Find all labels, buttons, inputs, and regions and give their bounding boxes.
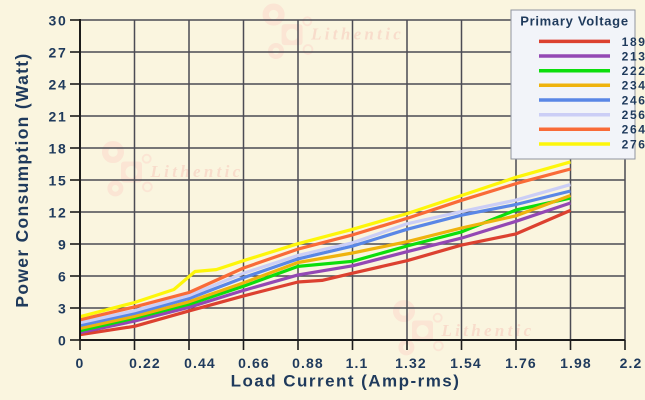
- svg-text:6: 6: [58, 269, 68, 285]
- svg-text:27: 27: [49, 45, 68, 61]
- svg-text:21: 21: [49, 109, 68, 125]
- svg-text:264: 264: [622, 123, 645, 137]
- svg-text:15: 15: [49, 173, 68, 189]
- svg-text:3: 3: [58, 301, 68, 317]
- svg-text:213: 213: [622, 49, 645, 63]
- svg-text:1.98: 1.98: [560, 355, 592, 371]
- svg-text:0.44: 0.44: [184, 355, 216, 371]
- svg-text:12: 12: [49, 205, 68, 221]
- svg-text:246: 246: [622, 93, 645, 107]
- svg-text:2.2: 2.2: [620, 355, 643, 371]
- svg-text:0.66: 0.66: [238, 355, 270, 371]
- svg-text:1.54: 1.54: [450, 355, 482, 371]
- svg-text:Load Current (Amp-rms): Load Current (Amp-rms): [231, 372, 461, 391]
- svg-text:1.76: 1.76: [505, 355, 537, 371]
- svg-text:0.88: 0.88: [292, 355, 324, 371]
- svg-text:9: 9: [58, 237, 68, 253]
- svg-text:Primary Voltage: Primary Voltage: [520, 13, 629, 28]
- svg-text:24: 24: [49, 77, 68, 93]
- svg-text:222: 222: [622, 64, 645, 78]
- svg-text:0: 0: [76, 355, 85, 371]
- svg-text:30: 30: [49, 13, 68, 29]
- svg-text:234: 234: [622, 79, 645, 93]
- svg-text:256: 256: [622, 108, 645, 122]
- svg-text:1.1: 1.1: [346, 355, 369, 371]
- svg-text:0: 0: [58, 333, 68, 349]
- svg-text:Power Consumption (Watt): Power Consumption (Watt): [12, 52, 32, 307]
- svg-text:18: 18: [49, 141, 68, 157]
- svg-text:276: 276: [622, 137, 645, 151]
- svg-text:0.22: 0.22: [129, 355, 161, 371]
- svg-text:1.32: 1.32: [395, 355, 427, 371]
- svg-text:189: 189: [622, 35, 645, 49]
